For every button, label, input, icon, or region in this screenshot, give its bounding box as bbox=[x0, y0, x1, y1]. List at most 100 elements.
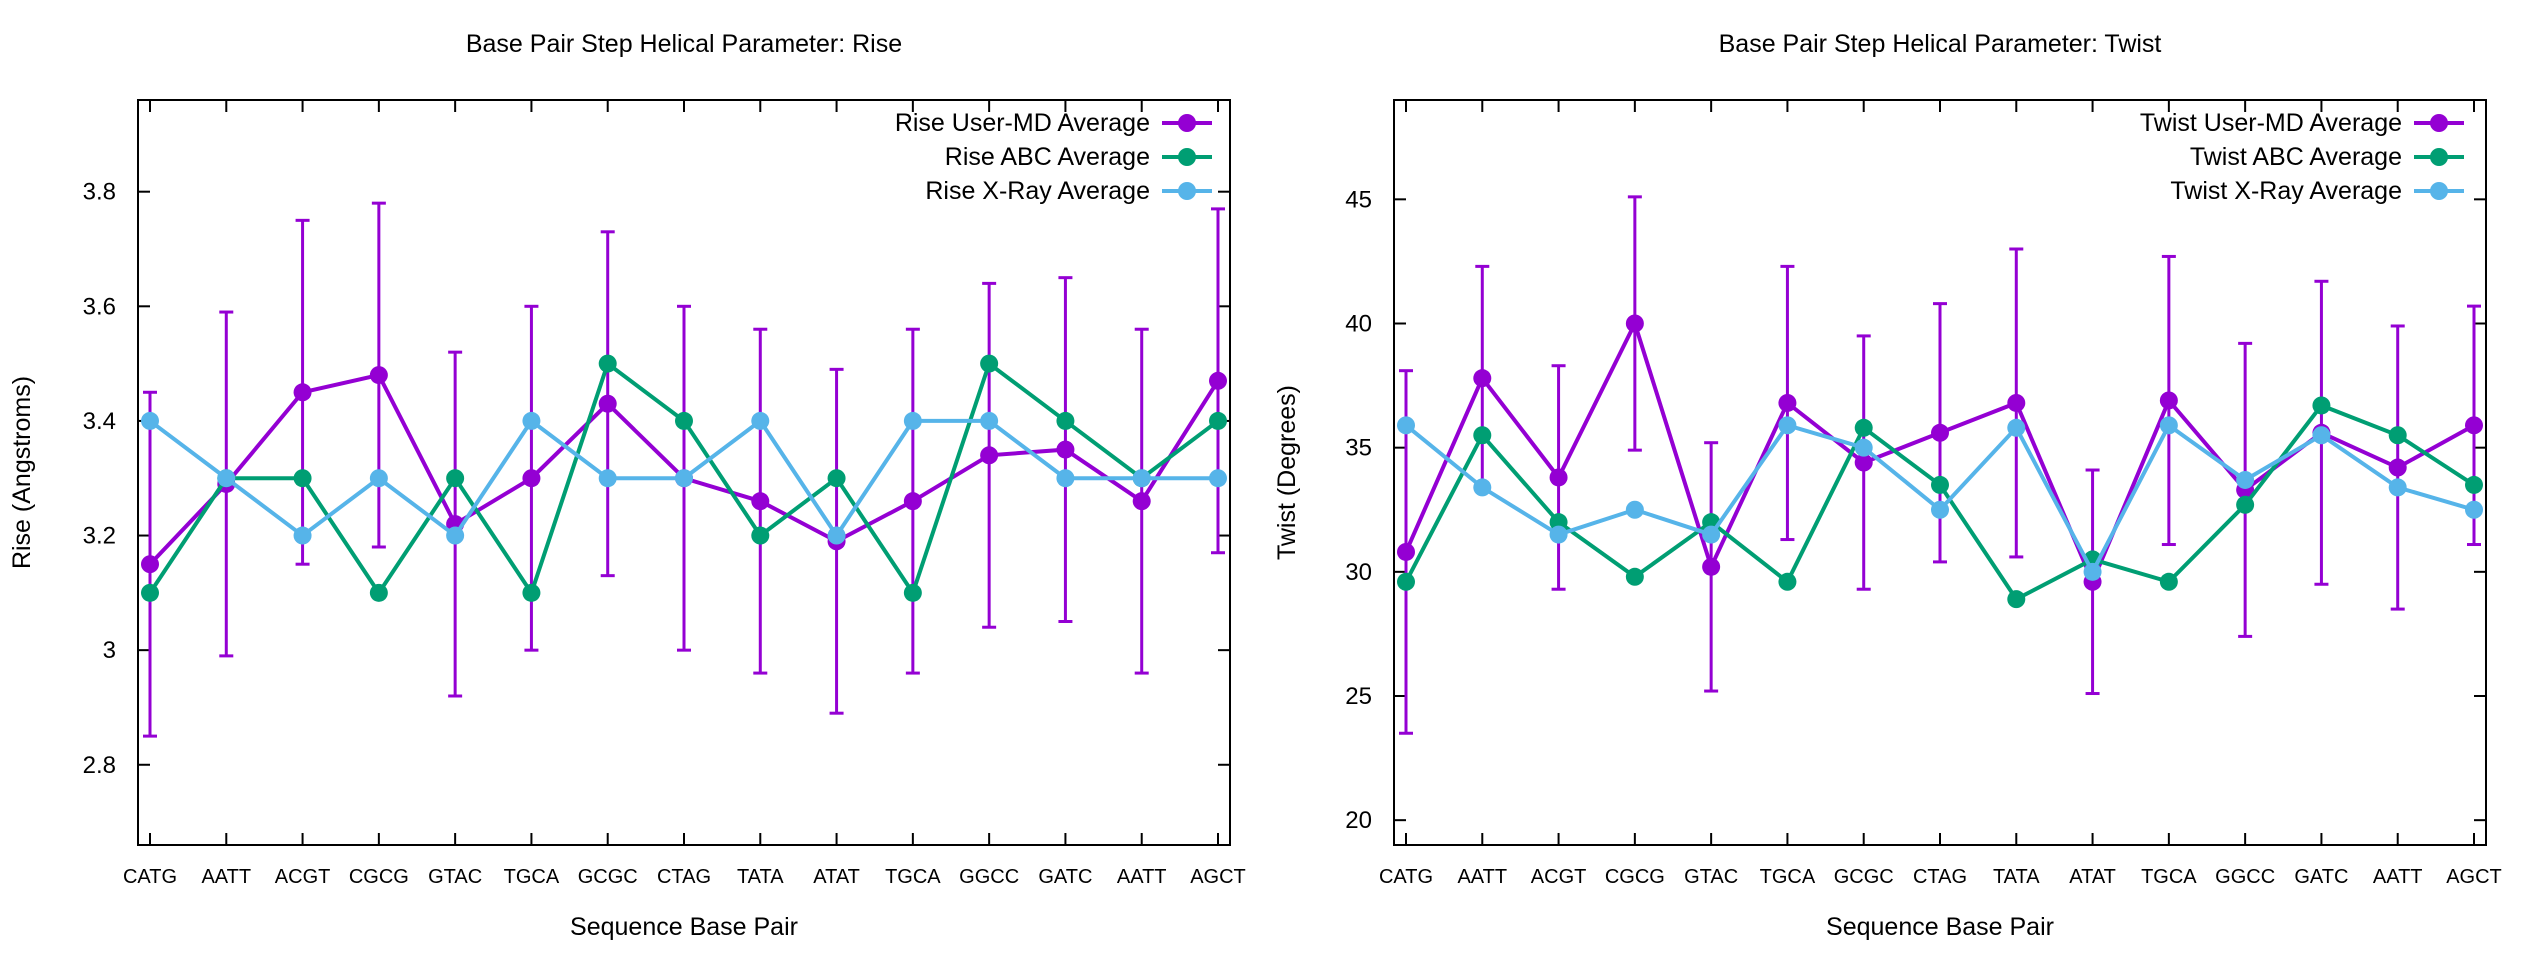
legend-marker bbox=[2430, 148, 2448, 166]
x-tick-label: GCGC bbox=[1834, 866, 1894, 888]
data-point bbox=[598, 469, 617, 488]
y-tick-label: 3.6 bbox=[83, 293, 116, 320]
data-point bbox=[369, 469, 388, 488]
x-tick-label: GGCC bbox=[959, 866, 1019, 888]
data-point bbox=[1397, 416, 1415, 435]
legend-label: Twist X-Ray Average bbox=[2170, 177, 2402, 205]
y-axis-label: Rise (Angstroms) bbox=[8, 376, 36, 569]
data-point bbox=[293, 469, 312, 488]
data-point bbox=[217, 469, 236, 488]
data-point bbox=[2007, 590, 2026, 609]
data-point bbox=[1931, 475, 1949, 494]
data-point bbox=[2388, 426, 2407, 445]
data-point bbox=[1702, 557, 1721, 576]
data-point bbox=[598, 394, 617, 413]
data-point bbox=[1854, 453, 1873, 472]
x-tick-label: GCGC bbox=[578, 866, 638, 888]
data-point bbox=[598, 354, 617, 373]
data-point bbox=[675, 469, 693, 488]
data-point bbox=[141, 583, 159, 602]
data-point bbox=[980, 354, 999, 373]
x-tick-label: GTAC bbox=[1684, 866, 1738, 888]
x-tick-label: TGCA bbox=[1760, 866, 1816, 888]
data-point bbox=[827, 526, 846, 545]
data-point bbox=[1132, 492, 1151, 511]
x-tick-label: GATC bbox=[1038, 866, 1092, 888]
x-tick-label: CGCG bbox=[349, 866, 409, 888]
chart-title: Base Pair Step Helical Parameter: Twist bbox=[1719, 30, 2162, 58]
x-tick-label: AATT bbox=[201, 866, 251, 888]
data-point bbox=[446, 469, 465, 488]
data-point bbox=[1056, 411, 1075, 430]
legend-label: Twist ABC Average bbox=[2190, 143, 2402, 171]
data-point bbox=[2312, 426, 2331, 445]
y-tick-label: 45 bbox=[1345, 186, 1372, 213]
x-tick-label: ATAT bbox=[813, 866, 860, 888]
data-point bbox=[2388, 478, 2407, 497]
x-tick-label: TGCA bbox=[2141, 866, 2197, 888]
y-tick-label: 35 bbox=[1345, 435, 1372, 462]
data-point bbox=[369, 366, 388, 385]
x-tick-label: AATT bbox=[1117, 866, 1167, 888]
x-tick-label: ACGT bbox=[275, 866, 331, 888]
data-point bbox=[980, 411, 999, 430]
data-point bbox=[2465, 500, 2483, 519]
x-tick-label: AGCT bbox=[1190, 866, 1246, 888]
data-point bbox=[1397, 542, 1415, 561]
data-point bbox=[1931, 500, 1949, 519]
data-point bbox=[751, 526, 770, 545]
data-point bbox=[1056, 440, 1075, 459]
y-tick-label: 40 bbox=[1345, 311, 1372, 338]
data-point bbox=[522, 583, 541, 602]
x-tick-label: TATA bbox=[1993, 866, 2040, 888]
data-point bbox=[1625, 500, 1644, 519]
legend-label: Rise User-MD Average bbox=[895, 109, 1150, 137]
data-point bbox=[1549, 513, 1568, 532]
y-tick-label: 30 bbox=[1345, 559, 1372, 586]
y-tick-label: 20 bbox=[1345, 807, 1372, 834]
data-point bbox=[1702, 525, 1721, 544]
data-point bbox=[1549, 468, 1568, 487]
data-point bbox=[2465, 475, 2483, 494]
data-point bbox=[675, 411, 693, 430]
data-point bbox=[1854, 418, 1873, 437]
x-tick-label: ACGT bbox=[1531, 866, 1587, 888]
data-point bbox=[2312, 396, 2331, 415]
data-point bbox=[2236, 495, 2255, 514]
data-point bbox=[522, 469, 541, 488]
x-axis-label: Sequence Base Pair bbox=[1826, 913, 2054, 941]
data-point bbox=[1778, 572, 1797, 591]
data-point bbox=[2388, 458, 2407, 477]
data-point bbox=[2159, 572, 2178, 591]
data-point bbox=[2007, 393, 2026, 412]
data-point bbox=[751, 492, 770, 511]
data-point bbox=[903, 411, 922, 430]
legend-label: Twist User-MD Average bbox=[2140, 109, 2402, 137]
series-1 bbox=[1397, 195, 2483, 735]
data-point bbox=[1132, 469, 1151, 488]
series-3 bbox=[1397, 416, 2483, 581]
data-point bbox=[827, 469, 846, 488]
legend-label: Rise X-Ray Average bbox=[925, 177, 1150, 205]
x-tick-label: CTAG bbox=[657, 866, 711, 888]
x-tick-label: AATT bbox=[1457, 866, 1507, 888]
x-tick-label: CTAG bbox=[1913, 866, 1967, 888]
data-point bbox=[2465, 416, 2483, 435]
x-tick-label: CATG bbox=[1379, 866, 1433, 888]
x-axis-label: Sequence Base Pair bbox=[570, 913, 798, 941]
data-point bbox=[903, 492, 922, 511]
y-tick-label: 3.2 bbox=[83, 523, 116, 550]
y-tick-label: 3.8 bbox=[83, 179, 116, 206]
data-point bbox=[293, 383, 312, 402]
x-tick-label: ATAT bbox=[2069, 866, 2116, 888]
data-point bbox=[1931, 423, 1949, 442]
x-tick-label: GTAC bbox=[428, 866, 482, 888]
data-point bbox=[522, 411, 541, 430]
chart-2: Base Pair Step Helical Parameter: Twist 2… bbox=[1273, 30, 2502, 941]
y-tick-label: 25 bbox=[1345, 683, 1372, 710]
series-2 bbox=[1397, 396, 2483, 609]
data-point bbox=[1625, 567, 1644, 586]
data-point bbox=[1854, 438, 1873, 457]
